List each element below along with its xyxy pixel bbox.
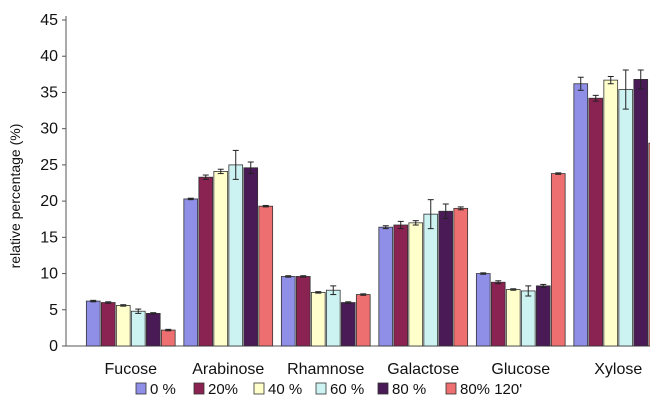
bar [490, 281, 506, 347]
y-tick-label: 25 [40, 157, 58, 174]
x-tick-label: Arabinose [192, 361, 264, 378]
y-tick-label: 35 [40, 84, 58, 101]
bar [475, 273, 491, 347]
bar [535, 285, 551, 347]
bar [183, 198, 199, 347]
bar [115, 305, 131, 347]
legend-label: 60 % [330, 381, 364, 397]
bar [588, 97, 604, 347]
x-tick-label: Fucose [105, 361, 158, 378]
x-tick-label: Glucose [491, 361, 550, 378]
bar [453, 207, 469, 347]
bar [258, 205, 274, 347]
bar [228, 164, 244, 347]
legend-swatch [445, 382, 457, 395]
bar [160, 329, 176, 347]
legend-label: 80% 120' [460, 381, 522, 397]
y-axis-title: relative percentage (%) [7, 124, 23, 269]
y-tick-label: 5 [49, 302, 58, 319]
bar [550, 173, 566, 347]
bar [243, 167, 259, 347]
bar [145, 312, 161, 347]
bar [520, 290, 536, 347]
y-tick-label: 30 [40, 121, 58, 138]
bar [310, 291, 326, 347]
bar [340, 302, 356, 347]
bar [423, 213, 439, 347]
bar [213, 171, 229, 347]
legend-label: 0 % [150, 381, 176, 397]
bar [438, 210, 454, 347]
bar [393, 224, 409, 347]
bar [325, 289, 341, 347]
legend-swatch [135, 382, 147, 395]
bar [130, 310, 146, 347]
bar [355, 294, 371, 347]
y-tick-label: 40 [40, 48, 58, 65]
legend-label: 20% [208, 381, 238, 397]
bar [295, 276, 311, 347]
y-tick-label: 10 [40, 266, 58, 283]
y-tick-label: 0 [49, 338, 58, 355]
y-tick-label: 15 [40, 229, 58, 246]
bar [603, 79, 619, 347]
bar [505, 289, 521, 347]
bar [573, 83, 589, 347]
x-tick-label: Galactose [387, 361, 459, 378]
bar [100, 302, 116, 347]
x-tick-label: Rhamnose [287, 361, 364, 378]
legend-swatch [253, 382, 265, 395]
bar [378, 226, 394, 347]
x-tick-label: Xylose [594, 361, 642, 378]
y-tick-label: 20 [40, 193, 58, 210]
bar [280, 276, 296, 347]
y-tick-label: 45 [40, 12, 58, 29]
bar [198, 176, 214, 347]
legend-swatch [377, 382, 389, 395]
legend-swatch [193, 382, 205, 395]
bar [618, 89, 634, 347]
bar [648, 142, 650, 347]
bar [85, 300, 101, 347]
bar [408, 222, 424, 347]
legend-swatch [315, 382, 327, 395]
legend-label: 40 % [268, 381, 302, 397]
bar [633, 79, 649, 347]
legend-label: 80 % [392, 381, 426, 397]
